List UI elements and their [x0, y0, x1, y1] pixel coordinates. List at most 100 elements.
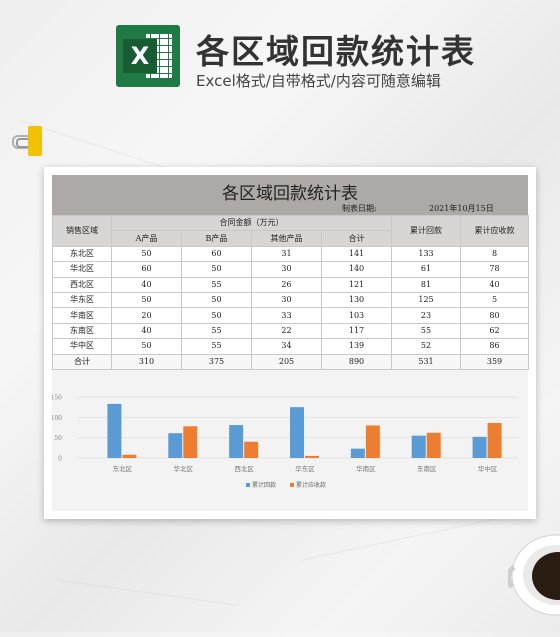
cell-region: 东南区 — [52, 322, 112, 340]
excel-logo-icon: X — [116, 25, 180, 87]
cell-sum: 140 — [321, 261, 392, 278]
cell-receivable: 8 — [460, 245, 529, 263]
header-region: 销售区域 — [52, 215, 112, 247]
header-cumulative-receivable: 累计应收款 — [460, 215, 529, 247]
cell-region: 华东区 — [52, 291, 112, 309]
x-tick-label: 华东区 — [295, 464, 315, 473]
bar — [411, 435, 426, 458]
cell-product-b: 50 — [181, 261, 252, 278]
legend-label: 累计应收款 — [296, 481, 326, 489]
cell-sum: 121 — [321, 276, 392, 293]
date-label: 制表日期: — [342, 204, 377, 213]
x-tick-label: 华南区 — [356, 464, 376, 473]
cell-product-a: 40 — [111, 276, 182, 293]
cell-receivable: 5 — [460, 291, 529, 309]
cell-total-receivable: 359 — [460, 353, 529, 370]
header-sum: 合计 — [321, 230, 392, 247]
cell-received: 61 — [391, 261, 461, 278]
page-title: 各区域回款统计表 — [196, 32, 476, 71]
cell-total-received: 531 — [391, 353, 461, 370]
cell-product-a: 50 — [111, 245, 182, 263]
x-tick-label: 华北区 — [174, 464, 194, 473]
sheet-area: 各区域回款统计表 制表日期: 2021年10月15日 销售区域 合同金额（万元）… — [51, 175, 529, 511]
header-contract-amount: 合同金额（万元） — [111, 214, 392, 232]
cell-received: 52 — [391, 338, 461, 355]
cell-product-b: 55 — [181, 338, 252, 355]
cell-receivable: 80 — [460, 307, 529, 324]
cell-total-sum: 890 — [321, 353, 392, 370]
x-tick-label: 华中区 — [478, 464, 498, 473]
legend-label: 累计回款 — [252, 481, 276, 489]
header-product-a: A产品 — [111, 230, 182, 247]
cell-product-a: 20 — [111, 307, 182, 324]
table-row: 华东区 50 50 30 130 125 5 — [52, 291, 529, 309]
cell-other: 22 — [251, 322, 322, 340]
header-other-products: 其他产品 — [251, 230, 322, 247]
bar-chart: 0 50 100 150 东北区 华北区 西北区 华东区 华南区 东南区 华中区 累计回款 累计应收款 — [51, 385, 528, 503]
cell-other: 34 — [251, 338, 322, 355]
cell-total-b: 375 — [181, 353, 252, 370]
cell-region: 东北区 — [52, 245, 112, 263]
cell-receivable: 86 — [460, 338, 529, 355]
cell-received: 81 — [391, 276, 461, 293]
legend-swatch — [246, 483, 250, 487]
bar — [168, 433, 183, 458]
bar — [365, 425, 380, 458]
cell-product-b: 50 — [181, 307, 252, 324]
cell-product-a: 50 — [111, 338, 182, 355]
cell-sum: 139 — [321, 338, 392, 355]
cell-region: 华中区 — [52, 338, 112, 355]
cell-receivable: 78 — [460, 261, 529, 278]
bar — [290, 407, 304, 458]
cell-total-other: 205 — [251, 353, 322, 370]
cell-receivable: 62 — [460, 322, 529, 340]
table-row: 华北区 60 50 30 140 61 78 — [52, 261, 529, 278]
x-tick-label: 东南区 — [417, 464, 437, 473]
y-tick-label: 150 — [52, 395, 62, 402]
cell-sum: 103 — [321, 307, 392, 324]
cell-other: 30 — [251, 261, 322, 278]
bar — [244, 441, 259, 458]
bar — [426, 432, 441, 458]
cell-product-b: 55 — [181, 276, 252, 293]
bar — [229, 425, 244, 458]
date-value: 2021年10月15日 — [429, 204, 494, 213]
legend-swatch — [290, 483, 294, 487]
bar — [122, 454, 137, 458]
cell-product-b: 50 — [181, 291, 252, 309]
binder-clip-icon — [12, 126, 48, 156]
header-cumulative-received: 累计回款 — [391, 215, 461, 247]
cell-product-a: 40 — [111, 322, 182, 340]
header-product-b: B产品 — [181, 230, 252, 247]
cell-received: 133 — [391, 245, 461, 263]
cell-received: 125 — [391, 291, 461, 309]
excel-logo-letter: X — [123, 39, 157, 73]
bar — [107, 403, 122, 458]
payment-table: 销售区域 合同金额（万元） 累计回款 累计应收款 A产品 B产品 其他产品 合计… — [52, 214, 529, 370]
bar — [487, 423, 502, 458]
x-tick-label: 东北区 — [113, 464, 133, 473]
cell-product-b: 60 — [181, 245, 252, 263]
y-tick-label: 50 — [54, 435, 62, 442]
cell-received: 55 — [391, 322, 461, 340]
cell-region: 华南区 — [52, 307, 112, 324]
table-total-row: 合计 310 375 205 890 531 359 — [52, 353, 529, 370]
cell-region: 西北区 — [52, 276, 112, 293]
page-header: X 各区域回款统计表 Excel格式/自带格式/内容可随意编辑 — [0, 0, 560, 110]
table-row: 东南区 40 55 22 117 55 62 — [52, 322, 529, 340]
bar — [305, 455, 319, 458]
cell-received: 23 — [391, 307, 461, 324]
table-row: 西北区 40 55 26 121 81 40 — [52, 276, 529, 293]
cell-product-a: 60 — [111, 261, 182, 278]
y-tick-label: 100 — [52, 415, 62, 422]
cell-region: 华北区 — [52, 261, 112, 278]
bar — [472, 436, 487, 458]
table-row: 东北区 50 60 31 141 133 8 — [52, 245, 529, 263]
cell-other: 26 — [251, 276, 322, 293]
cell-sum: 141 — [321, 245, 392, 263]
cell-total-a: 310 — [111, 353, 182, 370]
cell-receivable: 40 — [460, 276, 529, 293]
sheet-title: 各区域回款统计表 — [222, 184, 358, 204]
cell-product-b: 55 — [181, 322, 252, 340]
